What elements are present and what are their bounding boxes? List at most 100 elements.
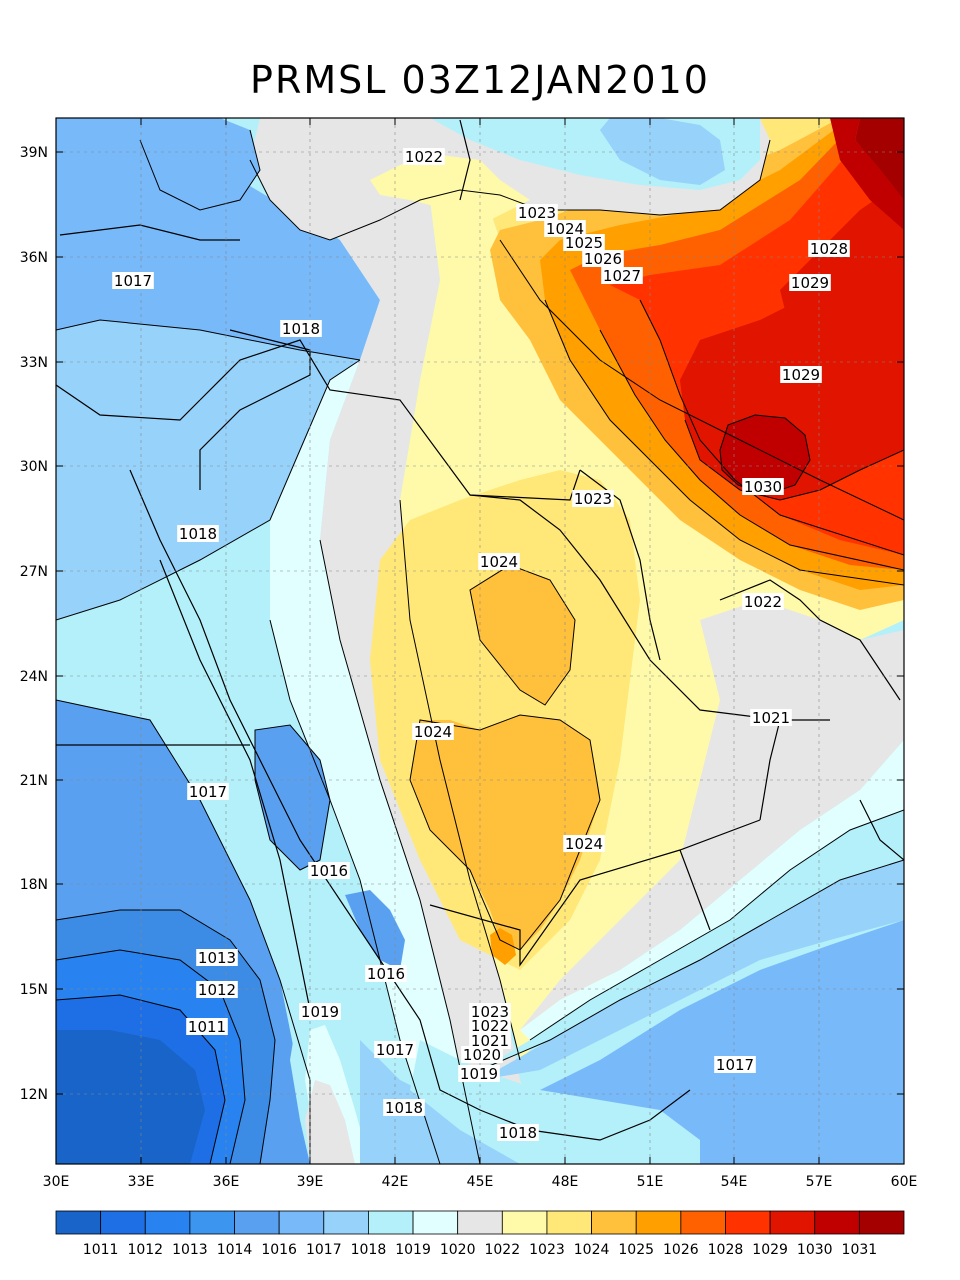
east-1019 [480, 810, 904, 1070]
colorbar-swatch [368, 1210, 414, 1235]
svg-text:1016: 1016 [367, 965, 405, 983]
contour-label: 1024 [563, 835, 605, 853]
contour-label: 1018 [280, 320, 322, 338]
colorbar-label: 1013 [172, 1242, 208, 1258]
svg-text:1024: 1024 [480, 553, 518, 571]
contour-label: 1012 [196, 981, 238, 999]
lat-tick-label: 27N [20, 564, 48, 580]
colorbar-swatch [412, 1210, 459, 1235]
colorbar-swatch [278, 1210, 325, 1235]
lat-tick-label: 30N [20, 459, 48, 475]
contour-label: 1024 [412, 723, 454, 741]
svg-text:1011: 1011 [188, 1018, 226, 1036]
colorbar: 1011 1012 1013 1014 1016 1017 1018 1019 1020 1022… [55, 1210, 905, 1258]
contour-label: 1025 [563, 234, 605, 252]
contour-label: 1023 [572, 490, 614, 508]
central-1025 [470, 565, 575, 705]
contour-label: 1018 [177, 525, 219, 543]
contour-label: 1017 [112, 272, 154, 290]
contour-label: 1013 [196, 949, 238, 967]
colorbar-label: 1012 [127, 1242, 163, 1258]
contour-label: 1024 [478, 553, 520, 571]
lon-tick-label: 48E [552, 1174, 579, 1190]
contour-label: 1023 [469, 1003, 511, 1021]
ne-1030 [720, 415, 810, 495]
contour-label: 1029 [789, 274, 831, 292]
svg-text:1024: 1024 [546, 220, 584, 238]
lat-tick-label: 36N [20, 250, 48, 266]
svg-text:1021: 1021 [471, 1032, 509, 1050]
borders [56, 119, 904, 1141]
colorbar-label: 1018 [351, 1242, 387, 1258]
colorbar-swatch [680, 1210, 726, 1235]
colorbar-label: 1031 [842, 1242, 878, 1258]
contour-label: 1024 [544, 220, 586, 238]
lon-tick-label: 33E [128, 1174, 155, 1190]
contour-label: 1029 [780, 366, 822, 384]
contour-label: 1022 [742, 593, 784, 611]
ne-1030-corner [830, 118, 904, 230]
colorbar-swatch [725, 1210, 771, 1235]
latitude-axis: 39N 36N 33N 30N 27N 24N 21N 18N 15N 12N [20, 145, 904, 1103]
contour-label: 1027 [601, 267, 643, 285]
lon-tick-label: 57E [806, 1174, 833, 1190]
svg-text:1022: 1022 [744, 593, 782, 611]
west-1017 [56, 118, 380, 360]
svg-text:1017: 1017 [114, 272, 152, 290]
contour-label: 1017 [714, 1056, 756, 1074]
colorbar-swatch [323, 1210, 369, 1235]
contour-label: 1020 [461, 1046, 503, 1064]
lon-tick-label: 60E [891, 1174, 918, 1190]
svg-text:1021: 1021 [752, 709, 790, 727]
central-1022 [300, 118, 560, 1164]
svg-text:1019: 1019 [301, 1003, 339, 1021]
svg-text:1028: 1028 [810, 240, 848, 258]
filled-contours [56, 118, 904, 1164]
lat-tick-label: 21N [20, 773, 48, 789]
svg-text:1027: 1027 [603, 267, 641, 285]
contour-label: 1018 [383, 1099, 425, 1117]
colorbar-label: 1024 [574, 1242, 610, 1258]
south-1011 [56, 1030, 205, 1164]
svg-text:1019: 1019 [460, 1065, 498, 1083]
colorbar-label: 1019 [395, 1242, 431, 1258]
colorbar-swatch [858, 1210, 905, 1235]
lat-tick-label: 39N [20, 145, 48, 161]
north-blue-blob [600, 118, 725, 185]
lon-tick-label: 42E [382, 1174, 409, 1190]
sw-high-1025 [410, 715, 600, 950]
contour-labels: 1022101710181023102410251026102710281029… [112, 148, 850, 1142]
lon-tick-label: 51E [637, 1174, 664, 1190]
colorbar-swatch [591, 1210, 637, 1235]
svg-text:1029: 1029 [782, 366, 820, 384]
lon-tick-label: 39E [297, 1174, 324, 1190]
svg-text:1023: 1023 [518, 204, 556, 222]
east-1020 [520, 740, 904, 1040]
contour-label: 1017 [187, 783, 229, 801]
lon-tick-label: 45E [467, 1174, 494, 1190]
colorbar-swatch [144, 1210, 191, 1235]
longitude-axis: 30E 33E 36E 39E 42E 45E 48E 51E 54E 57E 60E [43, 118, 918, 1190]
svg-text:1022: 1022 [405, 148, 443, 166]
contour-label: 1021 [469, 1032, 511, 1050]
svg-text:1024: 1024 [414, 723, 452, 741]
colorbar-swatch [546, 1210, 592, 1235]
lat-tick-label: 24N [20, 669, 48, 685]
svg-text:1017: 1017 [376, 1041, 414, 1059]
colorbar-label: 1011 [83, 1242, 119, 1258]
svg-text:1018: 1018 [499, 1124, 537, 1142]
contour-label: 1016 [308, 862, 350, 880]
colorbar-swatch [234, 1210, 280, 1235]
colorbar-label: 1016 [261, 1242, 297, 1258]
nw-1017-blob [140, 118, 260, 210]
svg-text:1018: 1018 [179, 525, 217, 543]
south-central-1018 [360, 1040, 560, 1164]
west-1020 [270, 360, 480, 1164]
contour-label: 1026 [582, 250, 624, 268]
colorbar-swatch [55, 1210, 102, 1235]
svg-text:1029: 1029 [791, 274, 829, 292]
colorbar-label: 1014 [217, 1242, 253, 1258]
red-sea-1016 [255, 725, 330, 870]
contour-label: 1030 [742, 478, 784, 496]
colorbar-swatch [769, 1210, 816, 1235]
